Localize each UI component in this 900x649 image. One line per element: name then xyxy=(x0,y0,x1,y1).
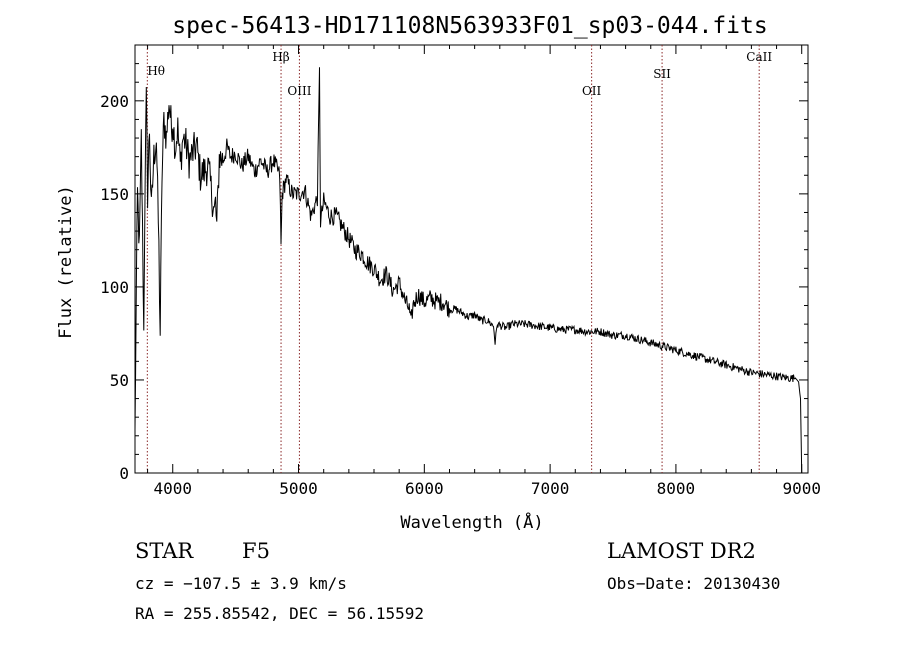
line-marker-label: Hβ xyxy=(272,50,289,64)
coordinates: RA = 255.85542, DEC = 56.15592 xyxy=(135,604,424,623)
x-tick-label: 8000 xyxy=(657,479,696,498)
x-tick-label: 6000 xyxy=(405,479,444,498)
y-tick-label: 100 xyxy=(100,278,129,297)
line-marker-label: SII xyxy=(653,67,671,81)
x-tick-label: 5000 xyxy=(279,479,318,498)
object-class: STAR xyxy=(135,539,194,563)
x-axis-label: Wavelength (Å) xyxy=(400,511,543,533)
object-subclass: F5 xyxy=(242,539,270,563)
y-tick-label: 0 xyxy=(119,464,129,483)
line-marker-label: OII xyxy=(582,84,602,98)
chart-title: spec-56413-HD171108N563933F01_sp03-044.f… xyxy=(172,13,767,39)
line-marker-label: CaII xyxy=(746,50,772,64)
axis-ticks xyxy=(135,45,808,474)
y-tick-label: 200 xyxy=(100,92,129,111)
plot-frame xyxy=(134,44,809,474)
y-axis-label: Flux (relative) xyxy=(56,185,76,339)
line-marker-label: OIII xyxy=(287,84,311,98)
spectrum-line xyxy=(134,67,803,474)
emission-line-markers xyxy=(146,45,760,473)
y-tick-label: 150 xyxy=(100,185,129,204)
y-tick-label: 50 xyxy=(110,371,129,390)
x-tick-label: 4000 xyxy=(153,479,192,498)
redshift-cz: cz = −107.5 ± 3.9 km/s xyxy=(135,574,347,593)
observation-date: Obs−Date: 20130430 xyxy=(607,574,780,593)
x-tick-label: 7000 xyxy=(531,479,570,498)
line-marker-label: Hθ xyxy=(147,64,165,78)
survey-name: LAMOST DR2 xyxy=(607,539,756,563)
x-tick-label: 9000 xyxy=(782,479,821,498)
